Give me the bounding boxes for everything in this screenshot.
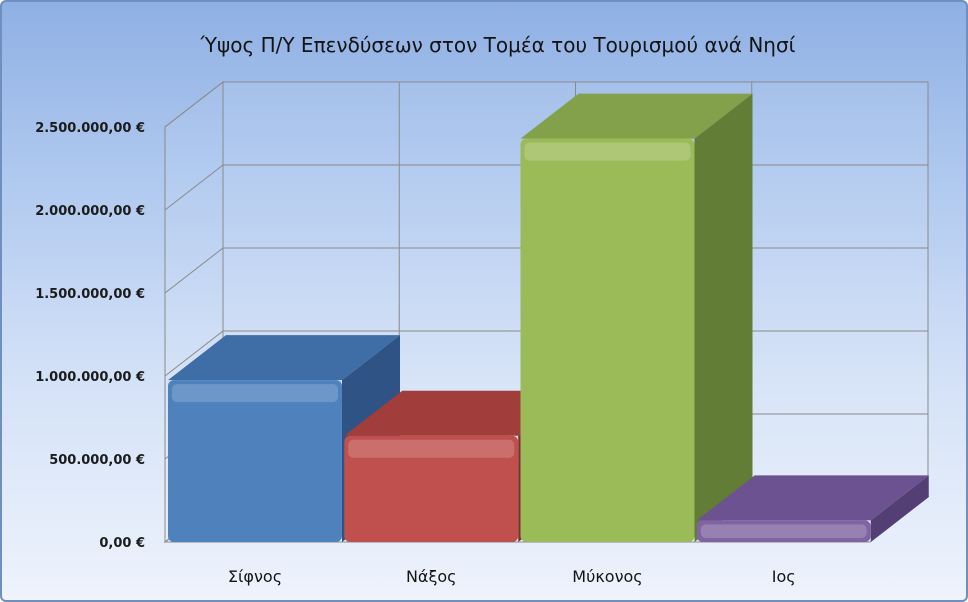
bar-highlight — [172, 384, 338, 403]
y-tick-label: 0,00 € — [99, 536, 145, 551]
x-category-label: Νάξος — [406, 567, 457, 586]
bar-front — [344, 435, 519, 542]
y-tick-label: 1.500.000,00 € — [35, 287, 145, 302]
y-tick-label: 500.000,00 € — [49, 453, 145, 468]
bar-highlight — [700, 524, 867, 538]
chart-bars — [168, 93, 929, 543]
bar — [696, 475, 929, 542]
x-axis-category-labels: Σίφνος Νάξος Μύκονος Ιος — [228, 567, 796, 586]
y-tick-label: 1.000.000,00 € — [35, 370, 145, 385]
x-category-label: Ιος — [772, 567, 796, 586]
bar-top — [344, 390, 577, 436]
bar-side — [694, 93, 753, 543]
bar — [520, 93, 753, 543]
bar-highlight — [348, 439, 515, 458]
bar-top — [696, 475, 929, 521]
bar-highlight — [524, 142, 691, 161]
x-category-label: Μύκονος — [572, 567, 642, 586]
bar-front — [520, 138, 695, 542]
y-tick-label: 2.500.000,00 € — [35, 121, 145, 136]
chart-title: Ύψος Π/Υ Επενδύσεων στον Τομέα του Τουρι… — [200, 33, 796, 57]
y-axis-tick-labels: 0,00 € 500.000,00 € 1.000.000,00 € 1.500.00… — [35, 121, 145, 551]
bar-top — [520, 93, 753, 139]
x-category-label: Σίφνος — [228, 567, 282, 586]
bar-top — [168, 335, 400, 381]
bar-front — [696, 520, 871, 542]
y-tick-label: 2.000.000,00 € — [35, 204, 145, 219]
bar-front — [168, 380, 342, 542]
bar-side — [870, 475, 929, 542]
